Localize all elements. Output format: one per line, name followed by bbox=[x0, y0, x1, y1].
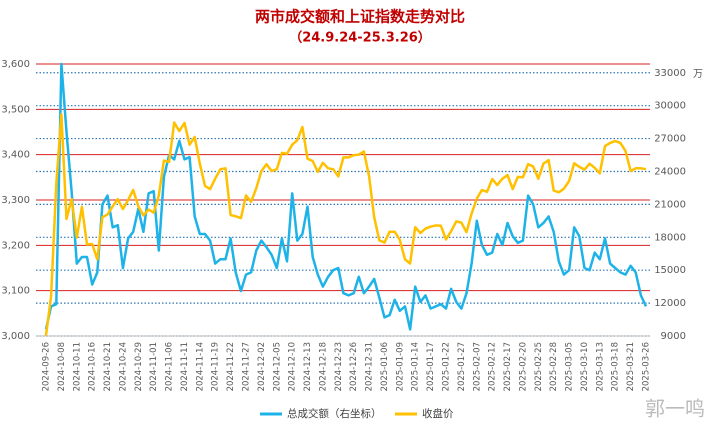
x-tick-label: 2025-02-17 bbox=[503, 342, 513, 391]
x-tick-label: 2024-11-06 bbox=[165, 342, 175, 391]
series-line bbox=[44, 113, 647, 336]
x-tick-label: 2024-10-29 bbox=[134, 342, 144, 391]
y-tick-label: 3,500 bbox=[1, 104, 30, 115]
x-tick-label: 2024-10-08 bbox=[57, 342, 67, 391]
x-tick-label: 2025-03-05 bbox=[565, 342, 575, 391]
x-tick-label: 2024-11-19 bbox=[211, 342, 221, 391]
x-tick-label: 2024-10-11 bbox=[72, 342, 82, 391]
y-tick-label: 3,600 bbox=[1, 59, 30, 70]
y2-unit: 万 bbox=[693, 69, 703, 80]
y-tick-label: 3,300 bbox=[1, 195, 30, 206]
y2-tick-label: 9000 bbox=[661, 331, 686, 342]
x-tick-label: 2024-09-26 bbox=[42, 342, 52, 391]
x-tick-label: 2025-01-09 bbox=[395, 342, 405, 391]
x-tick-label: 2024-11-14 bbox=[195, 342, 205, 391]
y-tick-label: 3,100 bbox=[1, 286, 30, 297]
y2-tick-label: 33000 bbox=[654, 68, 686, 79]
watermark: 郭一鸣 bbox=[645, 397, 705, 421]
y-tick-label: 3,200 bbox=[1, 240, 30, 251]
x-tick-label: 2025-03-13 bbox=[595, 342, 605, 391]
chart-title: 两市成交额和上证指数走势对比 bbox=[255, 8, 465, 26]
y2-tick-label: 27000 bbox=[654, 134, 686, 145]
x-tick-label: 2024-11-22 bbox=[226, 342, 236, 391]
x-tick-label: 2024-12-31 bbox=[365, 342, 375, 391]
chart-subtitle: （24.9.24-25.3.26） bbox=[289, 30, 431, 46]
y2-tick-label: 15000 bbox=[654, 265, 686, 276]
x-tick-label: 2024-12-26 bbox=[349, 342, 359, 391]
x-tick-label: 2024-11-27 bbox=[242, 342, 252, 391]
x-tick-label: 2024-12-18 bbox=[318, 342, 328, 391]
x-tick-label: 2024-12-13 bbox=[303, 342, 313, 391]
x-tick-label: 2024-11-11 bbox=[180, 342, 190, 391]
x-tick-label: 2024-10-16 bbox=[88, 342, 98, 391]
x-tick-label: 2024-12-05 bbox=[272, 342, 282, 391]
y2-tick-label: 24000 bbox=[654, 166, 686, 177]
x-tick-label: 2024-12-02 bbox=[257, 342, 267, 391]
y-tick-label: 3,400 bbox=[1, 150, 30, 161]
x-tick-label: 2025-01-17 bbox=[426, 342, 436, 391]
x-tick-label: 2025-02-28 bbox=[549, 342, 559, 391]
x-tick-label: 2025-01-27 bbox=[457, 342, 467, 391]
x-tick-label: 2025-03-21 bbox=[626, 342, 636, 391]
x-tick-label: 2024-10-21 bbox=[103, 342, 113, 391]
x-tick-label: 2024-11-01 bbox=[149, 342, 159, 391]
y2-tick-label: 30000 bbox=[654, 101, 686, 112]
y2-tick-label: 18000 bbox=[654, 232, 686, 243]
x-tick-label: 2024-12-23 bbox=[334, 342, 344, 391]
y2-tick-label: 12000 bbox=[654, 298, 686, 309]
x-tick-label: 2025-03-26 bbox=[642, 342, 652, 391]
x-tick-label: 2025-01-22 bbox=[442, 342, 452, 391]
x-tick-label: 2025-02-07 bbox=[472, 342, 482, 391]
x-tick-label: 2025-03-18 bbox=[611, 342, 621, 391]
x-tick-label: 2025-02-20 bbox=[518, 342, 528, 391]
legend-label: 收盘价 bbox=[422, 407, 454, 420]
x-tick-label: 2025-02-12 bbox=[488, 342, 498, 391]
x-tick-label: 2025-03-10 bbox=[580, 342, 590, 391]
x-tick-label: 2025-01-14 bbox=[411, 342, 421, 391]
x-tick-label: 2024-10-24 bbox=[118, 342, 128, 391]
x-tick-label: 2024-12-10 bbox=[288, 342, 298, 391]
x-tick-label: 2025-01-06 bbox=[380, 342, 390, 391]
y2-tick-label: 21000 bbox=[654, 199, 686, 210]
x-tick-label: 2025-02-25 bbox=[534, 342, 544, 391]
legend-label: 总成交额（右坐标） bbox=[287, 407, 382, 420]
y-tick-label: 3,000 bbox=[1, 331, 30, 342]
